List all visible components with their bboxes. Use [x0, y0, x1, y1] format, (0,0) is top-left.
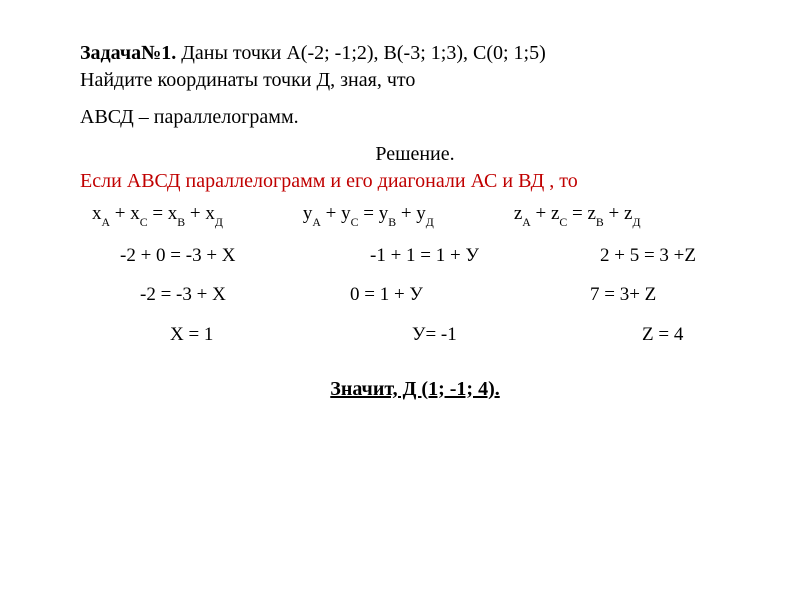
eq-x: xА + xС = xВ + xД — [92, 201, 223, 229]
sub: А — [312, 216, 321, 229]
red-condition-line: Если АВСД параллелограмм и его диагонали… — [80, 168, 750, 195]
var: x — [168, 203, 178, 224]
var: x — [92, 203, 102, 224]
problem-line-1: Задача№1. Даны точки А(-2; -1;2), В(-3; … — [80, 40, 750, 67]
var: y — [379, 203, 389, 224]
problem-line-3: АВСД – параллелограмм. — [80, 104, 750, 131]
document-page: Задача№1. Даны точки А(-2; -1;2), В(-3; … — [0, 0, 800, 403]
var: y — [303, 203, 313, 224]
sub: С — [559, 216, 567, 229]
calc-row-3: Х = 1 У= -1 Z = 4 — [80, 322, 750, 348]
var: x — [205, 203, 215, 224]
calc-y1: -1 + 1 = 1 + У — [370, 243, 600, 269]
sub: С — [351, 216, 359, 229]
sub: Д — [426, 216, 434, 229]
calc-row-1: -2 + 0 = -3 + Х -1 + 1 = 1 + У 2 + 5 = 3… — [80, 243, 750, 269]
calc-z2: 7 = 3+ Z — [590, 282, 656, 308]
problem-label: Задача№1. — [80, 42, 176, 64]
calc-z3: Z = 4 — [642, 322, 683, 348]
sub: А — [102, 216, 111, 229]
eq-z: zА + zС = zВ + zД — [514, 201, 641, 229]
sub: А — [522, 216, 531, 229]
answer-line: Значит, Д (1; -1; 4). — [80, 376, 750, 403]
sub: Д — [632, 216, 640, 229]
calc-x1: -2 + 0 = -3 + Х — [120, 243, 370, 269]
calc-y3: У= -1 — [412, 322, 642, 348]
coordinate-equations: xА + xС = xВ + xД yА + yС = yВ + yД zА +… — [92, 201, 750, 229]
calc-x3: Х = 1 — [170, 322, 420, 348]
sub: Д — [215, 216, 223, 229]
var: y — [341, 203, 351, 224]
sub: В — [177, 216, 185, 229]
sub: В — [596, 216, 604, 229]
sub: С — [140, 216, 148, 229]
var: z — [514, 203, 522, 224]
problem-text: Даны точки А(-2; -1;2), В(-3; 1;3), С(0;… — [176, 42, 546, 64]
eq-y: yА + yС = yВ + yД — [303, 201, 434, 229]
problem-line-2: Найдите координаты точки Д, зная, что — [80, 67, 750, 94]
calc-row-2: -2 = -3 + Х 0 = 1 + У 7 = 3+ Z — [80, 282, 750, 308]
var: z — [587, 203, 595, 224]
sub: В — [388, 216, 396, 229]
solution-heading: Решение. — [80, 141, 750, 168]
calc-z1: 2 + 5 = 3 +Z — [600, 243, 696, 269]
calc-y2: 0 = 1 + У — [350, 282, 590, 308]
var: x — [130, 203, 140, 224]
var: y — [416, 203, 426, 224]
